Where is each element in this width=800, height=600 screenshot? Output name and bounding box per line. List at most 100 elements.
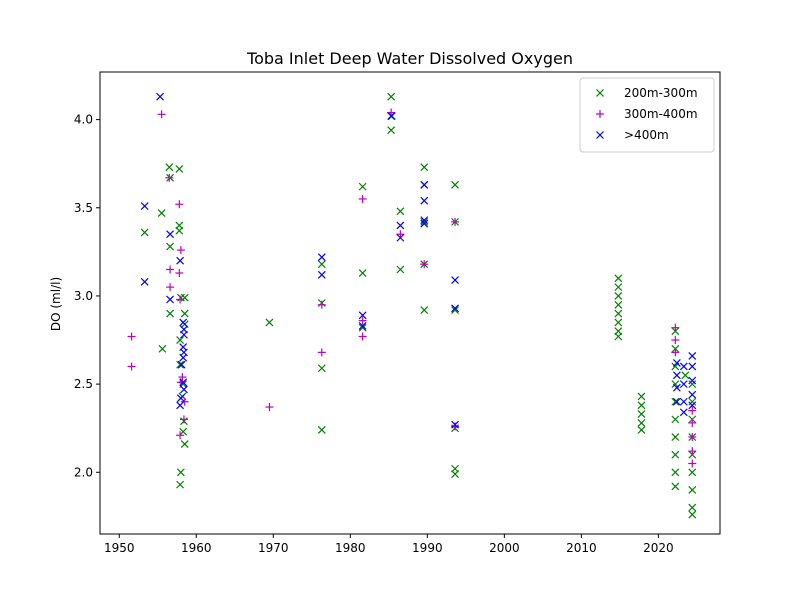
data-point: [358, 323, 367, 332]
data-point: [165, 173, 174, 182]
data-point: [420, 196, 429, 205]
data-point: [688, 397, 697, 406]
data-point: [451, 420, 459, 429]
data-point: [317, 364, 326, 373]
legend-label: >400m: [624, 128, 669, 142]
data-point: [176, 360, 185, 369]
data-point: [176, 394, 185, 403]
legend: 200m-300m 300m-400m >400m: [579, 77, 715, 153]
x-tick-label: 2000: [489, 541, 520, 555]
data-point: [127, 332, 136, 341]
data-point: [179, 378, 188, 387]
legend-box: [579, 77, 715, 153]
y-tick-label: 2.0: [74, 465, 93, 479]
data-point: [688, 459, 697, 468]
data-point: [166, 265, 175, 274]
data-point: [614, 332, 623, 341]
data-point: [265, 318, 274, 327]
plot-frame: [99, 71, 721, 535]
ticks: 1950 1960 1970 1980 1990 2000 2010 2020 2.0 2.5 3.…: [74, 113, 674, 555]
y-tick-label: 4.0: [74, 113, 93, 127]
data-point: [451, 180, 459, 189]
data-point: [175, 200, 184, 209]
data-point: [166, 242, 175, 251]
data-point: [358, 182, 367, 191]
data-point: [671, 415, 680, 424]
data-point: [396, 265, 405, 274]
chart-title: Toba Inlet Deep Water Dissolved Oxygen: [246, 49, 573, 68]
data-point: [358, 316, 367, 325]
data-point: [679, 397, 688, 406]
x-tick-label: 1960: [181, 541, 212, 555]
data-point: [165, 163, 174, 172]
data-point: [672, 371, 681, 380]
data-point: [451, 306, 459, 314]
data-point: [420, 219, 429, 228]
data-point: [166, 309, 175, 318]
data-point: [637, 410, 646, 419]
series-3: [140, 92, 697, 429]
data-point: [358, 321, 367, 330]
data-point: [175, 165, 184, 173]
data-point: [688, 503, 697, 512]
data-point: [396, 233, 405, 242]
data-point: [681, 371, 690, 380]
data-point: [614, 283, 623, 292]
data-point: [176, 256, 185, 265]
x-tick-label: 1980: [335, 541, 366, 555]
data-point: [420, 216, 429, 225]
data-point: [672, 359, 681, 367]
data-point: [451, 470, 459, 478]
x-tick-label: 2020: [643, 541, 674, 555]
data-point: [176, 468, 185, 477]
data-point: [420, 306, 429, 314]
data-point: [176, 480, 185, 489]
data-point: [637, 426, 646, 434]
data-point: [358, 194, 367, 203]
data-point: [178, 373, 187, 382]
data-point: [688, 351, 697, 360]
data-point: [176, 246, 185, 255]
legend-marker: [596, 89, 604, 97]
data-point: [180, 385, 188, 394]
data-point: [688, 468, 697, 477]
data-point: [688, 401, 697, 410]
data-point: [140, 228, 149, 237]
data-point: [180, 330, 188, 339]
data-point: [396, 221, 405, 230]
data-point: [180, 397, 189, 406]
data-point: [387, 92, 396, 101]
x-tick-label: 1970: [258, 541, 289, 555]
data-point: [614, 292, 623, 300]
data-point: [671, 397, 680, 406]
data-point: [317, 253, 326, 262]
data-point: [127, 362, 136, 371]
data-point: [451, 276, 459, 285]
data-point: [317, 426, 326, 434]
legend-label: 300m-400m: [624, 107, 698, 121]
plot-points: [127, 92, 697, 519]
data-point: [387, 112, 396, 121]
data-point: [317, 348, 326, 357]
x-tick-label: 1990: [412, 541, 443, 555]
series-2: [127, 108, 697, 468]
data-point: [166, 295, 175, 304]
data-point: [688, 380, 697, 389]
data-point: [358, 269, 367, 277]
data-point: [387, 126, 396, 135]
data-point: [688, 418, 697, 427]
data-point: [179, 318, 188, 327]
data-point: [671, 336, 680, 345]
data-point: [688, 447, 697, 456]
data-point: [166, 283, 175, 292]
data-point: [157, 209, 166, 217]
data-point: [688, 376, 697, 385]
data-point: [176, 431, 185, 440]
data-point: [671, 468, 680, 477]
data-point: [179, 415, 188, 424]
data-point: [614, 300, 623, 309]
data-point: [317, 260, 326, 269]
data-point: [140, 202, 149, 210]
y-tick-label: 3.5: [74, 201, 93, 215]
legend-label: 200m-300m: [624, 86, 698, 100]
